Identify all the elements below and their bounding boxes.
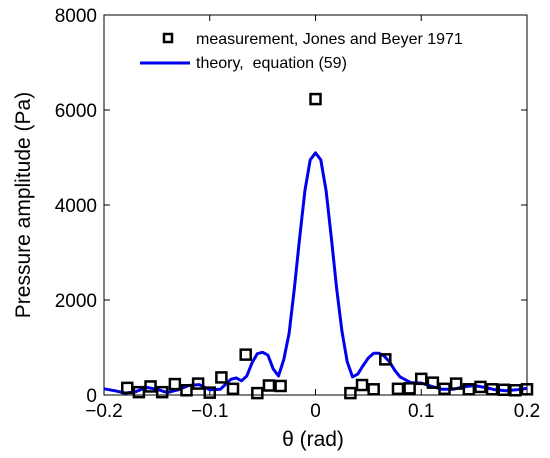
measurement-points xyxy=(121,92,534,400)
measurement-point xyxy=(309,92,322,106)
legend-square-marker xyxy=(162,32,174,44)
legend: measurement, Jones and Beyer 1971 theory,… xyxy=(140,31,463,72)
measurement-point xyxy=(226,382,240,396)
measurement-point xyxy=(462,383,476,396)
measurement-point xyxy=(262,379,276,392)
measurement-point xyxy=(415,372,428,386)
measurement-point xyxy=(438,382,451,396)
x-axis-ticks: −0.2 −0.1 0 0.1 0.2 xyxy=(85,15,540,422)
series-layer xyxy=(103,92,534,400)
measurement-point xyxy=(520,383,534,396)
measurement-point xyxy=(367,383,380,396)
legend-label-theory: theory, equation (59) xyxy=(196,55,347,72)
measurement-point xyxy=(355,378,369,392)
x-tick-label: −0.2 xyxy=(85,401,123,422)
measurement-point xyxy=(474,380,487,394)
x-tick-label: 0.2 xyxy=(514,401,540,422)
measurement-point xyxy=(215,371,228,384)
plot-area-border xyxy=(103,14,528,396)
measurement-point xyxy=(132,385,146,399)
y-axis-ticks: 0 2000 4000 6000 8000 xyxy=(55,6,527,407)
plot-frame xyxy=(103,14,528,396)
y-tick-label: 2000 xyxy=(55,291,97,312)
measurement-point xyxy=(449,377,463,390)
measurement-point xyxy=(251,386,264,400)
measurement-point xyxy=(497,383,510,397)
measurement-point xyxy=(180,384,193,397)
measurement-point xyxy=(144,380,157,393)
measurement-point xyxy=(121,381,134,395)
x-tick-label: −0.1 xyxy=(191,401,229,422)
y-tick-label: 8000 xyxy=(55,6,97,27)
x-tick-label: 0.1 xyxy=(408,401,434,422)
measurement-point xyxy=(509,384,522,397)
y-tick-label: 6000 xyxy=(55,101,97,122)
y-tick-label: 0 xyxy=(86,386,97,407)
measurement-point xyxy=(274,379,287,393)
measurement-point xyxy=(239,348,252,361)
measurement-point xyxy=(379,353,392,366)
measurement-point xyxy=(191,377,205,390)
measurement-point xyxy=(155,385,169,399)
measurement-point xyxy=(168,377,182,391)
measurement-point xyxy=(485,383,499,396)
x-axis-label: θ (rad) xyxy=(282,428,344,451)
y-tick-label: 4000 xyxy=(55,196,97,217)
y-axis-label: Pressure amplitude (Pa) xyxy=(12,92,35,318)
measurement-point xyxy=(426,376,440,389)
measurement-point xyxy=(203,386,216,399)
measurement-point xyxy=(403,382,416,395)
theory-curve xyxy=(103,151,528,395)
measurement-point xyxy=(391,382,405,396)
x-tick-label: 0 xyxy=(310,401,321,422)
measurement-point xyxy=(344,386,357,400)
legend-label-measurement: measurement, Jones and Beyer 1971 xyxy=(196,31,463,48)
